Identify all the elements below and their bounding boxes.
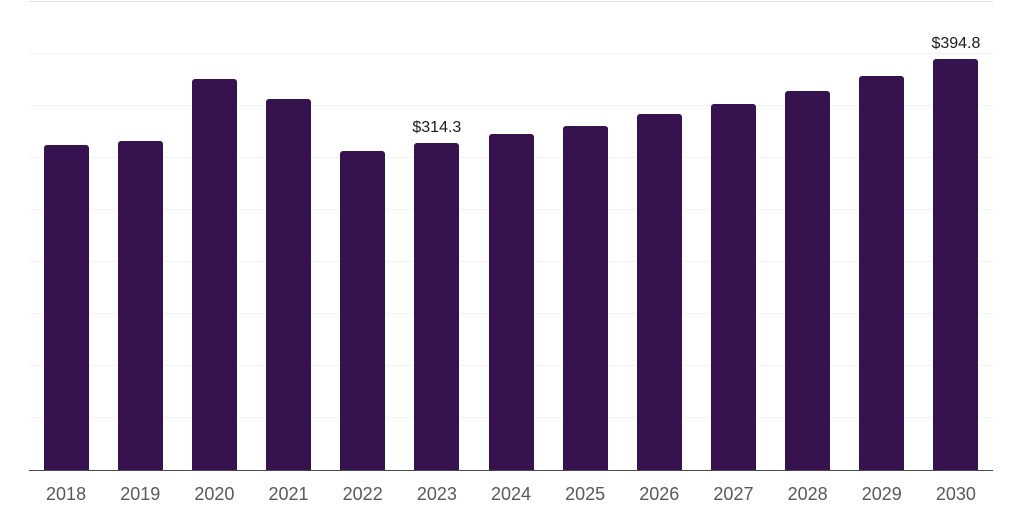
bar-2023 (414, 143, 460, 470)
bar-value-label-2030: $394.8 (931, 35, 981, 53)
bar-2022 (340, 151, 386, 470)
bar-2025 (562, 125, 608, 470)
x-tick-label-2027: 2027 (713, 484, 754, 504)
x-tick-label-2026: 2026 (639, 484, 680, 504)
bar-2030 (933, 59, 979, 470)
x-tick-label-2030: 2030 (935, 484, 976, 504)
bar-2021 (266, 99, 312, 470)
x-tick-label-2029: 2029 (861, 484, 902, 504)
bar-value-label-2023: $314.3 (412, 119, 462, 137)
bar-2029 (859, 76, 905, 470)
bar-2027 (710, 103, 756, 470)
x-tick-label-2024: 2024 (490, 484, 532, 504)
gridline-350 (29, 105, 993, 106)
x-tick-label-2025: 2025 (565, 484, 606, 504)
x-tick-label-2018: 2018 (46, 484, 87, 504)
bar-2024 (488, 134, 534, 470)
x-tick-label-2020: 2020 (194, 484, 235, 504)
gridline-450 (29, 1, 993, 2)
bar-2026 (636, 113, 682, 470)
bar-2018 (43, 144, 89, 470)
bar-2020 (191, 79, 237, 470)
bar-2019 (117, 141, 163, 470)
x-tick-label-2023: 2023 (416, 484, 457, 504)
plot-area: $314.3 $394.8 (29, 1, 993, 470)
x-tick-label-2021: 2021 (268, 484, 309, 504)
bar-2028 (785, 91, 831, 470)
x-tick-label-2019: 2019 (120, 484, 161, 504)
gridline-400 (29, 53, 993, 54)
x-axis-line (29, 470, 993, 471)
x-tick-label-2028: 2028 (787, 484, 828, 504)
x-tick-label-2022: 2022 (342, 484, 383, 504)
